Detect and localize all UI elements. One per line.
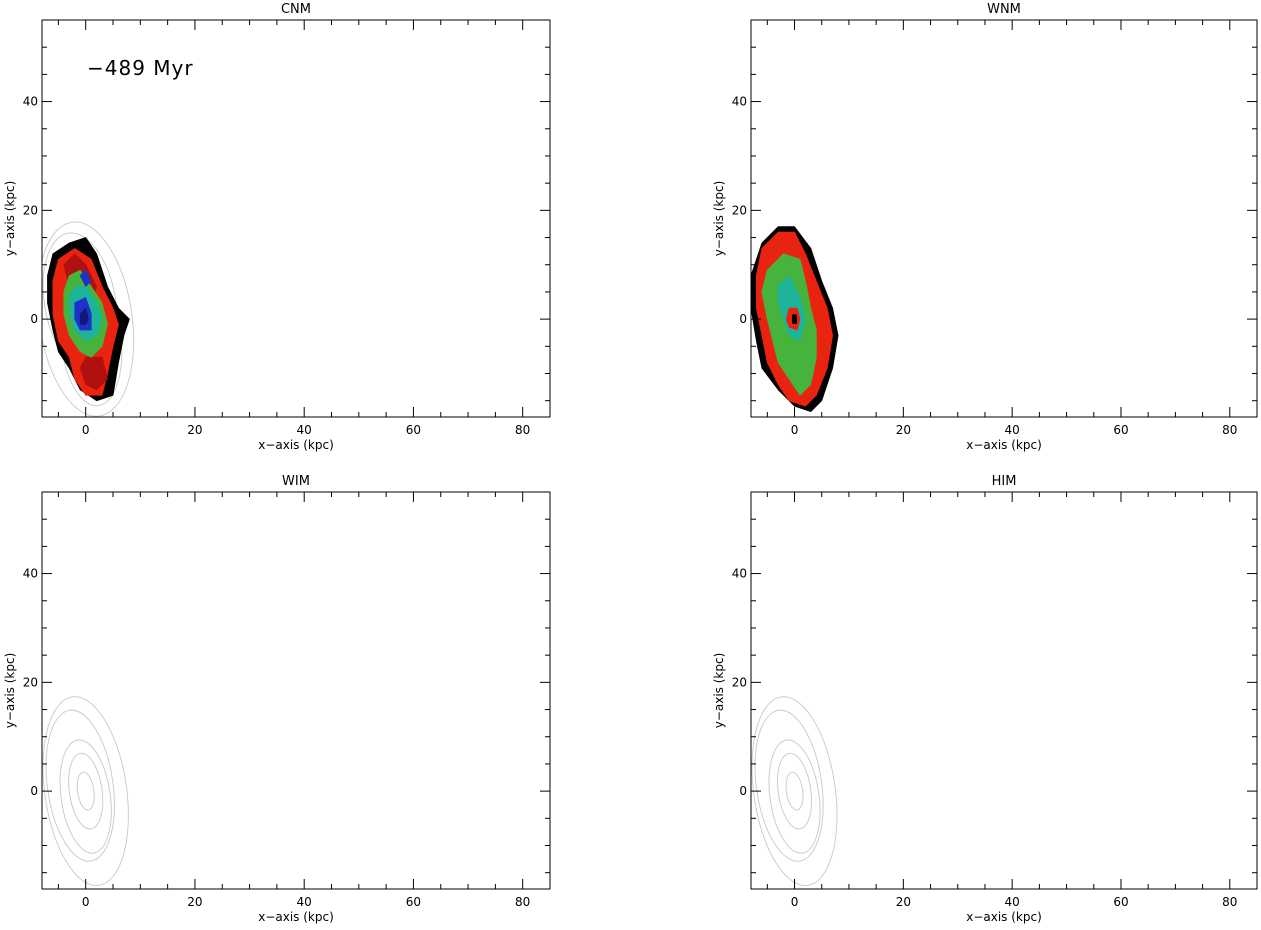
y-tick-label-0: 0 bbox=[739, 784, 747, 798]
y-tick-label-40: 40 bbox=[732, 567, 747, 581]
axes-frame bbox=[41, 491, 551, 890]
panel-title: WIM bbox=[282, 474, 310, 489]
contour-outline-1 bbox=[754, 709, 824, 862]
x-tick-label-60: 60 bbox=[1113, 423, 1128, 437]
contour-outline-2 bbox=[768, 739, 821, 854]
x-tick-label-60: 60 bbox=[406, 895, 421, 909]
x-axis-label: x−axis (kpc) bbox=[258, 438, 334, 452]
y-axis-label: y−axis (kpc) bbox=[712, 653, 726, 729]
panel-title: HIM bbox=[992, 474, 1017, 489]
y-tick-label-0: 0 bbox=[30, 784, 38, 798]
contour-outline-3 bbox=[68, 752, 104, 830]
panel-wim: 0 20 40 60 80 0 20 40 WIM x−axis (kpc) y−axis (kpc… bbox=[3, 474, 551, 924]
x-axis-label: x−axis (kpc) bbox=[966, 910, 1042, 924]
contour-outline-2 bbox=[59, 739, 112, 854]
axes-frame bbox=[750, 19, 1258, 418]
y-tick-label-20: 20 bbox=[23, 203, 38, 217]
contour-level-7 bbox=[79, 307, 89, 325]
contour-outline-3 bbox=[777, 752, 812, 830]
contour-outline-0 bbox=[42, 221, 135, 417]
y-axis-label: y−axis (kpc) bbox=[3, 653, 17, 729]
y-axis-label: y−axis (kpc) bbox=[712, 181, 726, 257]
contour-level-5 bbox=[792, 314, 798, 324]
y-tick-label-0: 0 bbox=[30, 312, 38, 326]
x-axis-label: x−axis (kpc) bbox=[966, 438, 1042, 452]
x-tick-label-40: 40 bbox=[1005, 423, 1020, 437]
y-tick-label-20: 20 bbox=[732, 675, 747, 689]
y-tick-label-20: 20 bbox=[23, 675, 38, 689]
x-tick-label-20: 20 bbox=[896, 423, 911, 437]
y-tick-label-40: 40 bbox=[23, 95, 38, 109]
x-tick-label-40: 40 bbox=[297, 895, 312, 909]
y-axis-label: y−axis (kpc) bbox=[3, 181, 17, 257]
x-tick-label-0: 0 bbox=[82, 895, 90, 909]
contour-outline-0 bbox=[751, 696, 838, 886]
plot-area bbox=[42, 696, 129, 886]
x-tick-label-40: 40 bbox=[297, 423, 312, 437]
y-tick-label-0: 0 bbox=[739, 312, 747, 326]
x-tick-label-20: 20 bbox=[187, 895, 202, 909]
plot-area bbox=[751, 226, 839, 413]
axes-frame bbox=[41, 19, 551, 418]
x-tick-label-0: 0 bbox=[82, 423, 90, 437]
x-tick-label-60: 60 bbox=[406, 423, 421, 437]
contour-level-8 bbox=[79, 269, 92, 287]
contour-outline-4 bbox=[76, 771, 95, 811]
contour-outline-0 bbox=[42, 696, 129, 886]
x-tick-label-80: 80 bbox=[1222, 895, 1237, 909]
x-tick-label-60: 60 bbox=[1113, 895, 1128, 909]
panel-cnm: 0 20 40 60 80 0 20 40 CNM x−axis (kpc) y−axis (kpc… bbox=[3, 2, 551, 452]
y-tick-label-20: 20 bbox=[732, 203, 747, 217]
y-tick-label-40: 40 bbox=[23, 567, 38, 581]
panel-him: 0 20 40 60 80 0 20 40 HIM x−axis (kpc) y−axis (kpc… bbox=[712, 474, 1258, 924]
axes-frame bbox=[750, 491, 1258, 890]
x-tick-label-20: 20 bbox=[187, 423, 202, 437]
y-tick-label-40: 40 bbox=[732, 95, 747, 109]
panel-wnm: 0 20 40 60 80 0 20 40 WNM x−axis (kpc) y−axis (kpc… bbox=[712, 2, 1258, 452]
contour-outline-1 bbox=[45, 709, 115, 862]
contour-level-3 bbox=[79, 356, 108, 391]
x-tick-label-20: 20 bbox=[896, 895, 911, 909]
x-tick-label-80: 80 bbox=[1222, 423, 1237, 437]
time-annotation: −489 Myr bbox=[87, 56, 194, 80]
x-axis-label: x−axis (kpc) bbox=[258, 910, 334, 924]
plot-area bbox=[751, 696, 838, 886]
x-tick-label-0: 0 bbox=[791, 895, 799, 909]
plot-area bbox=[42, 221, 135, 417]
contour-outline-4 bbox=[785, 771, 804, 811]
x-tick-label-40: 40 bbox=[1005, 895, 1020, 909]
x-tick-label-0: 0 bbox=[791, 423, 799, 437]
panel-title: CNM bbox=[281, 2, 311, 17]
x-tick-label-80: 80 bbox=[515, 423, 530, 437]
x-tick-label-80: 80 bbox=[515, 895, 530, 909]
panel-title: WNM bbox=[987, 2, 1021, 17]
